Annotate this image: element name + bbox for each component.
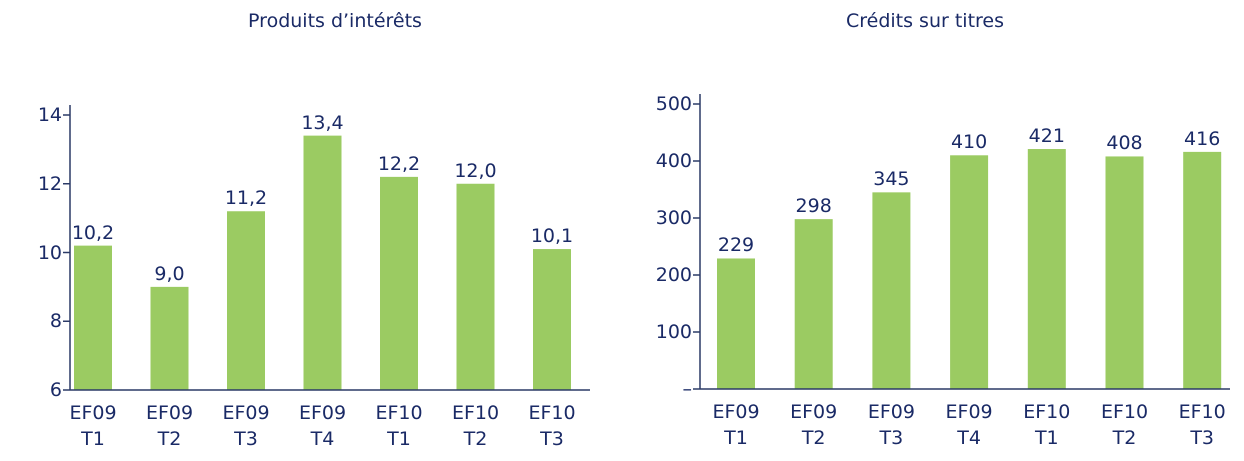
value-label: 11,2	[224, 187, 268, 210]
x-tick-label: EF09 T2	[145, 402, 194, 450]
y-tick-label: 14	[37, 104, 62, 126]
x-tick-label: EF10 T1	[375, 402, 423, 450]
bar	[1183, 151, 1222, 389]
bar	[1105, 156, 1144, 389]
y-tick-label: 100	[655, 321, 692, 343]
bar	[227, 211, 265, 390]
value-label: 10,2	[71, 221, 115, 244]
chart-title: Produits d’intérêts	[248, 10, 422, 32]
bar	[950, 155, 989, 389]
value-label: 10,1	[530, 225, 574, 248]
x-tick-label: EF09 T3	[222, 402, 270, 450]
x-tick-label: EF09 T4	[298, 402, 347, 450]
y-tick-label: 8	[49, 310, 62, 333]
value-label: 421	[1028, 125, 1065, 148]
bar	[303, 135, 342, 390]
chart-title: Crédits sur titres	[845, 10, 1005, 32]
bar	[380, 176, 418, 390]
value-label: 416	[1184, 127, 1221, 150]
bar	[1027, 149, 1066, 389]
value-label: 13,4	[301, 111, 344, 134]
y-tick-label: 500	[655, 93, 692, 115]
x-tick-label: EF09 T1	[69, 402, 117, 450]
x-tick-label: EF09 T3	[867, 401, 915, 449]
y-tick-label: 6	[49, 379, 62, 401]
value-label: 410	[950, 131, 988, 154]
y-tick-label: 10	[37, 241, 62, 264]
x-tick-label: EF09 T4	[945, 401, 993, 449]
bar	[794, 219, 833, 389]
x-tick-label: EF10 T3	[528, 402, 576, 450]
x-tick-label: EF09 T2	[790, 401, 838, 449]
x-tick-label: EF10 T3	[1178, 401, 1226, 449]
value-label: 229	[717, 234, 755, 257]
x-tick-label: EF09 T1	[712, 401, 760, 449]
value-label: 298	[795, 195, 832, 218]
y-tick-label: 200	[655, 264, 692, 286]
bar	[717, 258, 755, 389]
value-label: 345	[873, 168, 910, 191]
value-label: 12,2	[377, 152, 421, 175]
bar	[872, 192, 911, 389]
y-tick-label: 12	[37, 172, 62, 195]
y-tick-label: –	[682, 378, 693, 400]
x-tick-label: EF10 T1	[1023, 401, 1071, 449]
bar	[74, 245, 112, 390]
value-label: 408	[1106, 132, 1143, 155]
x-tick-label: EF10 T2	[451, 402, 500, 450]
value-label: 12,0	[454, 159, 497, 182]
value-label: 9,0	[154, 262, 185, 285]
bar	[456, 183, 495, 390]
bar	[533, 249, 571, 390]
y-tick-label: 400	[655, 150, 692, 172]
bar	[150, 286, 189, 390]
y-tick-label: 300	[655, 207, 692, 229]
x-tick-label: EF10 T2	[1100, 401, 1149, 449]
